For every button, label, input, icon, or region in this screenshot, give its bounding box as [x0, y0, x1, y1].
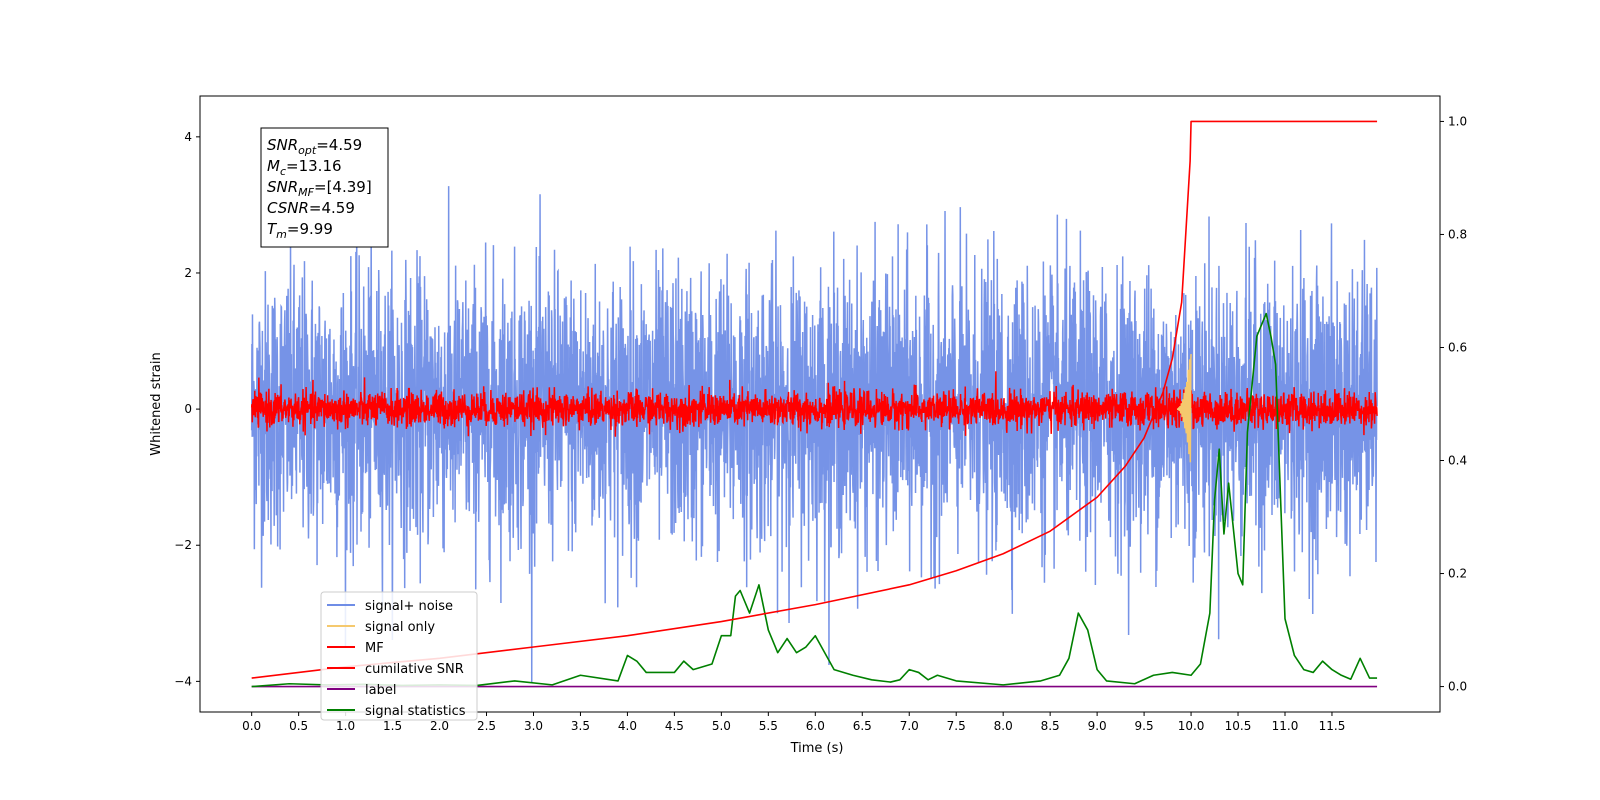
x-tick-label: 0.0: [242, 719, 261, 733]
x-tick-label: 9.5: [1135, 719, 1154, 733]
annotation-frame: [260, 127, 389, 248]
legend-entry-label: label: [365, 683, 396, 698]
x-tick-label: 3.0: [524, 719, 543, 733]
legend-entry-label: signal only: [365, 620, 435, 635]
x-tick-label: 3.5: [571, 719, 590, 733]
y2-tick-label: 0.8: [1448, 227, 1467, 241]
x-tick-label: 11.0: [1272, 719, 1299, 733]
legend-entry-label: signal statistics: [365, 704, 466, 719]
annotation-line: SNRMF=[4.39]: [267, 178, 372, 199]
x-tick-label: 2.0: [430, 719, 449, 733]
plot-frame: [199, 95, 1441, 713]
annotation-box: SNRopt=4.59Mc=13.16SNRMF=[4.39]CSNR=4.59…: [260, 127, 389, 248]
legend-entry-label: cumilative SNR: [365, 662, 464, 677]
x-tick-label: 4.5: [665, 719, 684, 733]
y2-tick-label: 0.6: [1448, 340, 1467, 354]
legend-entry-label: MF: [365, 641, 384, 656]
x-tick-label: 10.5: [1225, 719, 1252, 733]
y2-axis: 0.0 0.2 0.4 0.6 0.8 1.0: [1440, 114, 1467, 694]
y2-tick-label: 0.2: [1448, 567, 1467, 581]
x-axis: 0.0 0.5 1.0 1.5 2.0 2.5 3.0 3.5 4.0 4.5 5.0 5.5 6.0 6…: [242, 712, 1345, 733]
y-tick-label: −2: [174, 538, 192, 552]
annotation-line: Tm=9.99: [267, 220, 333, 241]
x-tick-label: 7.5: [947, 719, 966, 733]
series-signal-statistics-line: [251, 312, 1378, 688]
y2-tick-label: 0.0: [1448, 680, 1467, 694]
x-tick-label: 6.5: [853, 719, 872, 733]
legend: signal+ noise signal only MF cumilative SNR…: [320, 591, 478, 721]
x-tick-label: 4.0: [618, 719, 637, 733]
y-tick-label: 4: [184, 130, 192, 144]
y-tick-label: 2: [184, 266, 192, 280]
x-tick-label: 1.0: [336, 719, 355, 733]
x-tick-label: 1.5: [383, 719, 402, 733]
x-tick-label: 5.0: [712, 719, 731, 733]
x-tick-label: 9.0: [1088, 719, 1107, 733]
x-tick-label: 10.0: [1178, 719, 1205, 733]
x-tick-label: 7.0: [900, 719, 919, 733]
x-axis-label: Time (s): [790, 741, 844, 756]
y2-tick-label: 1.0: [1448, 114, 1467, 128]
x-tick-label: 5.5: [759, 719, 778, 733]
x-tick-label: 8.5: [1041, 719, 1060, 733]
y2-tick-label: 0.4: [1448, 454, 1467, 468]
legend-frame: [320, 591, 478, 721]
series-cumulative-snr-line: [251, 120, 1378, 679]
x-tick-label: 2.5: [477, 719, 496, 733]
series-signal-only-line: [1176, 354, 1192, 463]
y-tick-label: 0: [184, 402, 192, 416]
x-tick-label: 6.0: [806, 719, 825, 733]
y-tick-label: −4: [174, 674, 192, 688]
annotation-line: SNRopt=4.59: [267, 136, 362, 157]
legend-entry-label: signal+ noise: [365, 599, 453, 614]
y-axis-label: Whitened strain: [149, 352, 164, 455]
y-axis: −4 −2 0 2 4: [174, 130, 200, 688]
x-tick-label: 0.5: [289, 719, 308, 733]
x-tick-label: 11.5: [1319, 719, 1346, 733]
annotation-line: Mc=13.16: [267, 157, 342, 178]
annotation-line: CSNR=4.59: [267, 199, 355, 217]
x-tick-label: 8.0: [994, 719, 1013, 733]
